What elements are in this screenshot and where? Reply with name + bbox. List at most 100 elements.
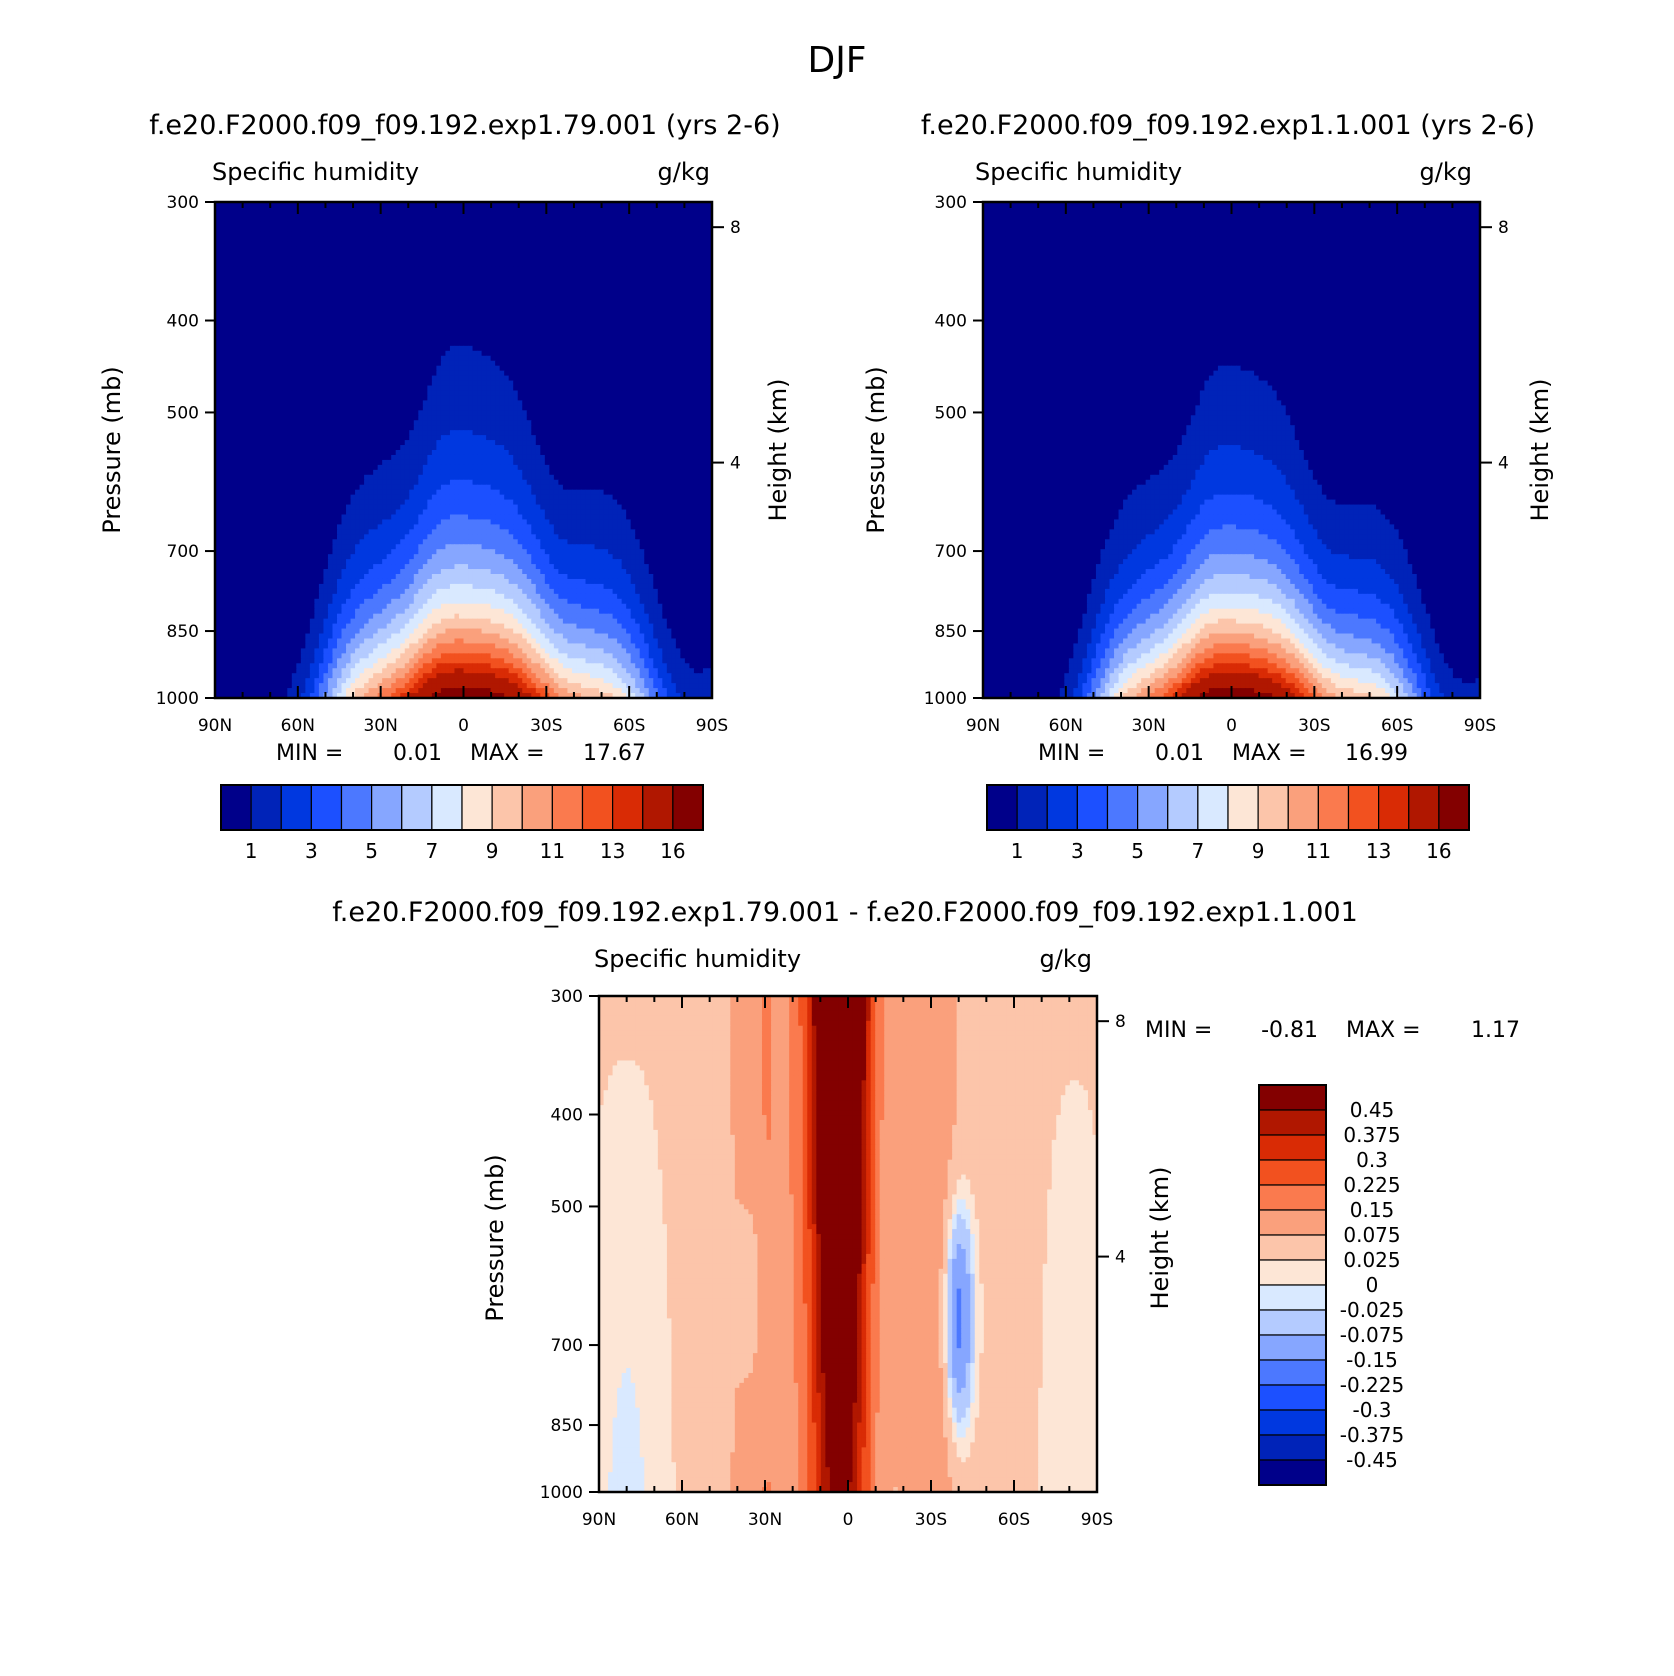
colorbar-swatch — [1198, 785, 1228, 830]
colorbar-label: 1 — [1011, 839, 1024, 863]
y-tick-label: 700 — [551, 1336, 583, 1356]
panel-1-ylabel-right: Height (km) — [764, 379, 792, 522]
y-tick-label: 850 — [935, 622, 967, 642]
colorbar-label: 0.225 — [1343, 1173, 1400, 1197]
panel-3-max-text: MAX = — [1346, 1018, 1421, 1043]
colorbar-label: 5 — [365, 839, 378, 863]
colorbar-swatch — [1318, 785, 1348, 830]
colorbar-swatch — [987, 785, 1017, 830]
panel-1-max-text: MAX = — [470, 741, 545, 766]
colorbar-swatch — [1439, 785, 1469, 830]
colorbar-swatch — [342, 785, 372, 830]
y-right-tick-label: 4 — [1498, 454, 1509, 474]
x-tick-label: 90S — [696, 716, 728, 736]
colorbar-swatch — [643, 785, 673, 830]
colorbar-swatch — [1259, 1235, 1326, 1260]
y-tick-label: 400 — [551, 1106, 583, 1126]
panel-3-ylabel-right: Height (km) — [1146, 1167, 1174, 1310]
colorbar-swatch — [1349, 785, 1379, 830]
y-tick-label: 500 — [935, 403, 967, 423]
x-tick-label: 60N — [1049, 716, 1083, 736]
colorbar-label: -0.225 — [1340, 1373, 1404, 1397]
colorbar-label: 16 — [1426, 839, 1451, 863]
panel-2-ylabel-right: Height (km) — [1526, 379, 1554, 522]
colorbar-swatch — [1108, 785, 1138, 830]
panel-1-min-text: MIN = — [276, 741, 343, 766]
panel-3-case-title: f.e20.F2000.f09_f09.192.exp1.79.001 - f.… — [332, 897, 1358, 928]
y-tick-label: 700 — [935, 542, 967, 562]
x-tick-label: 60S — [613, 716, 645, 736]
y-right-tick-label: 8 — [1498, 218, 1509, 238]
colorbar-label: -0.15 — [1346, 1348, 1398, 1372]
colorbar-swatch — [522, 785, 552, 830]
x-tick-label: 30S — [1298, 716, 1330, 736]
y-tick-label: 300 — [935, 193, 967, 213]
colorbar-label: 0.025 — [1343, 1248, 1400, 1272]
panel-1-min-value: 0.01 — [393, 741, 442, 766]
x-tick-label: 0 — [1226, 716, 1237, 736]
colorbar-label: 16 — [660, 839, 685, 863]
x-tick-label: 60N — [665, 1510, 699, 1530]
colorbar-label: 11 — [540, 839, 565, 863]
y-right-tick-label: 4 — [730, 454, 741, 474]
y-tick-label: 1000 — [924, 689, 967, 709]
colorbar-swatch — [613, 785, 643, 830]
colorbar-label: 3 — [305, 839, 318, 863]
colorbar-swatch — [1259, 1335, 1326, 1360]
colorbar-label: -0.45 — [1346, 1448, 1398, 1472]
colorbar-label: 7 — [426, 839, 439, 863]
y-tick-label: 850 — [167, 622, 199, 642]
x-tick-label: 30N — [363, 716, 397, 736]
y-tick-label: 400 — [935, 312, 967, 332]
panel-2-min-text: MIN = — [1038, 741, 1105, 766]
panel-1-ylabel: Pressure (mb) — [98, 366, 126, 533]
colorbar-swatch — [1259, 1385, 1326, 1410]
y-tick-label: 1000 — [540, 1483, 583, 1503]
colorbar-swatch — [1259, 1460, 1326, 1485]
colorbar-swatch — [673, 785, 703, 830]
x-tick-label: 90S — [1081, 1510, 1113, 1530]
colorbar-label: -0.075 — [1340, 1323, 1404, 1347]
colorbar-label: 7 — [1192, 839, 1205, 863]
colorbar-label: 9 — [1252, 839, 1265, 863]
panel-2-ylabel: Pressure (mb) — [862, 366, 890, 533]
colorbar-label: 5 — [1131, 839, 1144, 863]
x-tick-label: 90S — [1464, 716, 1496, 736]
colorbar-label: 13 — [600, 839, 625, 863]
panel-2-contour-field — [983, 202, 1481, 699]
colorbar-swatch — [552, 785, 582, 830]
x-tick-label: 30N — [1131, 716, 1165, 736]
y-tick-label: 300 — [551, 987, 583, 1007]
colorbar-swatch — [1259, 1110, 1326, 1135]
colorbar-swatch — [1259, 1210, 1326, 1235]
colorbar-label: -0.3 — [1352, 1398, 1391, 1422]
y-tick-label: 400 — [167, 312, 199, 332]
colorbar-label: -0.375 — [1340, 1423, 1404, 1447]
colorbar-label: 0.3 — [1356, 1148, 1388, 1172]
colorbar-label: 0.45 — [1350, 1098, 1395, 1122]
panel-1-units-label: g/kg — [658, 158, 710, 186]
colorbar-swatch — [372, 785, 402, 830]
colorbar-label: 1 — [245, 839, 258, 863]
colorbar-swatch — [1228, 785, 1258, 830]
panel-3-ylabel: Pressure (mb) — [481, 1154, 509, 1321]
colorbar-label: 3 — [1071, 839, 1084, 863]
colorbar-swatch — [221, 785, 251, 830]
colorbar-swatch — [1259, 1435, 1326, 1460]
colorbar-label: 0 — [1366, 1273, 1379, 1297]
x-tick-label: 90N — [582, 1510, 616, 1530]
panel-3-min-value: -0.81 — [1261, 1018, 1318, 1043]
colorbar-label: 0.075 — [1343, 1223, 1400, 1247]
x-tick-label: 30S — [530, 716, 562, 736]
panel-2-min-value: 0.01 — [1155, 741, 1204, 766]
panel-2-max-text: MAX = — [1232, 741, 1307, 766]
colorbar-label: 11 — [1306, 839, 1331, 863]
y-tick-label: 850 — [551, 1416, 583, 1436]
colorbar-swatch — [1259, 1085, 1326, 1110]
x-tick-label: 60N — [281, 716, 315, 736]
panel-2-units-label: g/kg — [1420, 158, 1472, 186]
